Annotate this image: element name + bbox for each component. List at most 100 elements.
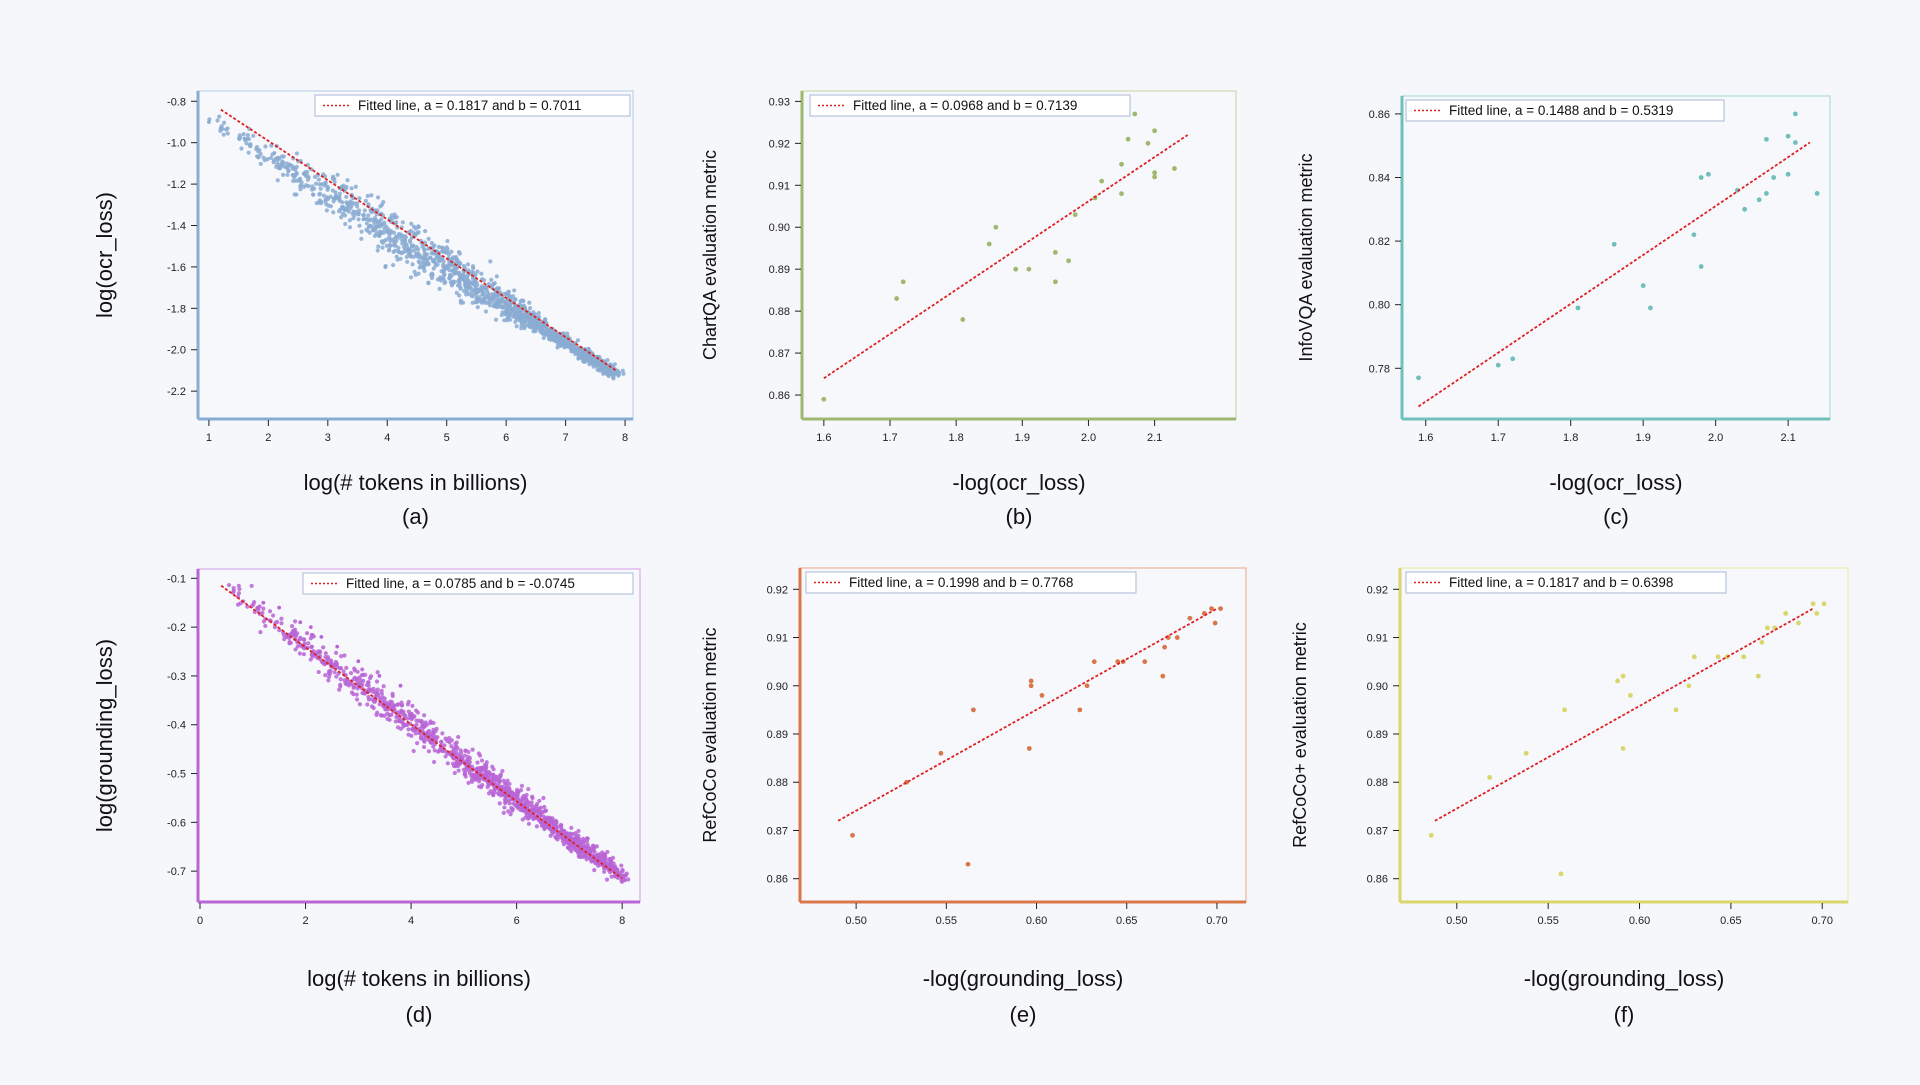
data-point (1755, 673, 1761, 679)
data-point (258, 630, 263, 635)
x-tick-label: 1.7 (882, 432, 897, 444)
data-point (626, 877, 631, 882)
y-tick-label: 0.90 (1367, 681, 1388, 693)
data-point (526, 821, 532, 826)
x-tick-label: 1.6 (1418, 432, 1433, 444)
data-point (447, 736, 452, 741)
data-point (442, 272, 447, 277)
data-point (600, 363, 605, 368)
data-point (404, 722, 409, 727)
data-point (387, 244, 392, 249)
y-tick-label: 0.86 (767, 874, 788, 886)
data-point (568, 841, 573, 847)
data-point (475, 305, 480, 310)
panel-label: (b) (1006, 504, 1033, 529)
data-point (518, 308, 523, 314)
data-point (465, 274, 470, 280)
data-point (546, 817, 551, 823)
data-point (394, 215, 399, 220)
x-axis-title: log(# tokens in billions) (304, 470, 528, 495)
data-point (516, 790, 521, 795)
data-point (496, 792, 501, 797)
data-point (292, 192, 297, 197)
x-tick-label: 0 (197, 915, 203, 927)
data-point (254, 145, 260, 150)
data-point (481, 278, 487, 283)
data-point (365, 193, 370, 199)
data-point (429, 272, 434, 278)
data-point (426, 736, 431, 741)
data-point (500, 790, 505, 796)
chart-a: 1 2 3 4 5 6 7 8 -0.8 -1.0 -1.2 -1.4 -1.6 -1.8 -2.0 -2.2… (92, 90, 634, 529)
y-tick-label: 0.89 (767, 729, 788, 741)
data-point (322, 174, 328, 179)
data-point (332, 179, 337, 185)
data-point (375, 690, 380, 695)
data-point (488, 299, 493, 305)
data-point (421, 744, 427, 750)
plot-frame (801, 90, 1237, 420)
data-point (438, 739, 444, 744)
data-point (900, 279, 906, 285)
y-tick-label: 0.92 (767, 584, 788, 596)
data-point (370, 228, 375, 233)
y-tick-label: 0.88 (767, 777, 788, 789)
data-point (237, 586, 242, 592)
y-axis-title: log(grounding_loss) (92, 639, 117, 832)
data-point (344, 665, 349, 670)
data-point (241, 132, 246, 137)
data-point (506, 788, 511, 794)
data-point (497, 297, 502, 302)
x-tick-label: 7 (563, 432, 569, 444)
data-point (375, 710, 380, 715)
x-tick-label: 2 (265, 432, 271, 444)
data-point (381, 230, 386, 235)
data-point (592, 868, 597, 873)
chart-b: 1.6 1.7 1.8 1.9 2.0 2.1 0.86 0.87 0.88 0.89 0.90 0.… (700, 90, 1237, 529)
data-point (279, 621, 284, 626)
data-point (308, 657, 313, 662)
data-point (1615, 678, 1621, 684)
data-point (1510, 356, 1516, 362)
data-point (514, 310, 519, 315)
data-point (1765, 625, 1770, 631)
data-point (411, 748, 416, 754)
data-point (338, 682, 343, 687)
data-point (507, 312, 512, 317)
data-point (261, 606, 266, 611)
data-point (1162, 644, 1168, 650)
y-tick-label: -0.6 (167, 817, 186, 829)
x-tick-label: 0.55 (1537, 915, 1558, 927)
data-point (539, 809, 544, 815)
data-point (504, 318, 510, 323)
data-point (298, 184, 303, 189)
data-point (248, 144, 253, 149)
data-point (298, 620, 303, 625)
x-tick-label: 4 (408, 915, 414, 927)
data-point (497, 801, 502, 806)
data-point (426, 728, 432, 734)
data-point (345, 202, 350, 208)
data-point (519, 783, 525, 788)
data-point (575, 338, 581, 343)
data-point (292, 627, 298, 632)
data-point (409, 716, 414, 722)
data-point (365, 702, 370, 707)
legend-label: Fitted line, a = 0.1998 and b = 0.7768 (849, 575, 1073, 590)
data-point (323, 673, 328, 678)
data-point (607, 369, 613, 374)
data-point (301, 637, 307, 642)
data-point (456, 768, 461, 773)
data-point (431, 266, 436, 271)
data-point (522, 324, 528, 329)
data-point (1611, 241, 1617, 247)
data-point (221, 120, 227, 125)
y-axis-title: RefCoCo evaluation metric (700, 627, 720, 842)
data-point (328, 194, 333, 199)
data-point (527, 300, 532, 305)
data-point (258, 151, 263, 157)
data-point (479, 758, 485, 763)
data-point (409, 221, 414, 226)
data-point (338, 677, 343, 682)
data-point (236, 591, 242, 596)
